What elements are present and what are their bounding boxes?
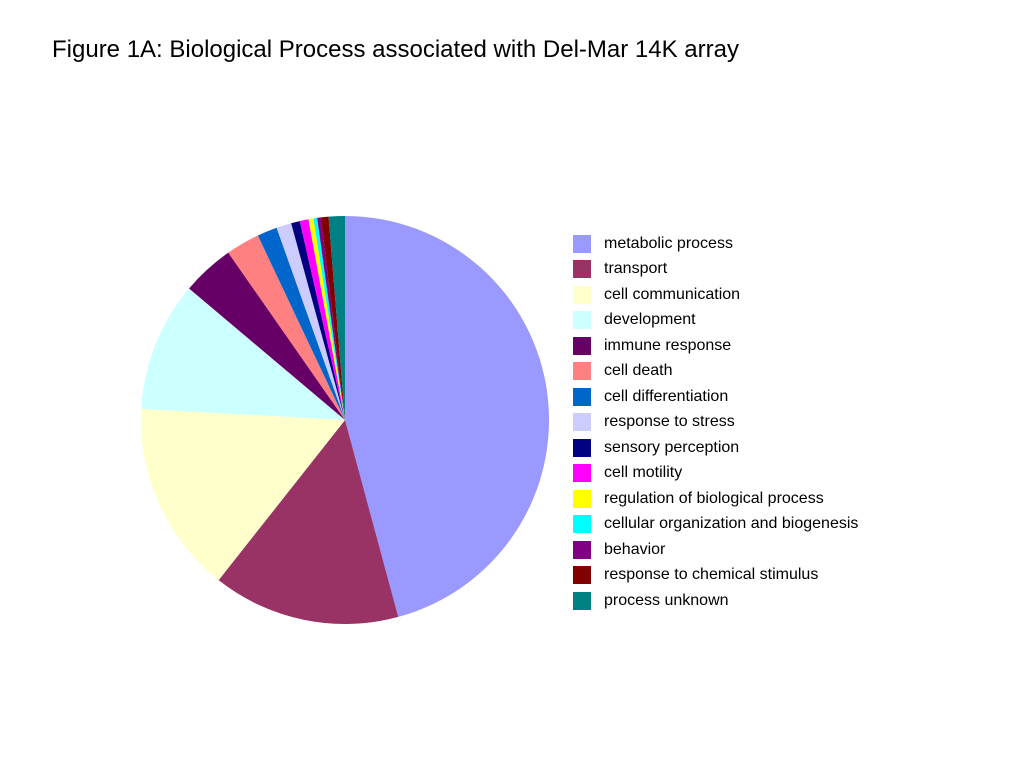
pie-chart bbox=[140, 216, 550, 625]
legend-item: cell death bbox=[573, 359, 858, 385]
legend-item: process unknown bbox=[573, 588, 858, 614]
legend-swatch bbox=[573, 515, 591, 534]
pie-slice-response-to-chemical-stimulus bbox=[320, 216, 345, 420]
legend-swatch bbox=[573, 260, 591, 279]
legend-swatch bbox=[573, 438, 591, 457]
legend-label: cell differentiation bbox=[604, 387, 729, 405]
pie-slice-cell-communication bbox=[140, 408, 345, 581]
pie-slice-cellular-organization-and-biogenesis bbox=[313, 217, 345, 420]
legend-label: cellular organization and biogenesis bbox=[604, 515, 859, 533]
legend-label: response to stress bbox=[604, 413, 735, 431]
legend-label: cell motility bbox=[604, 464, 683, 482]
chart-title: Figure 1A: Biological Process associated… bbox=[52, 36, 739, 63]
legend-label: cell death bbox=[604, 362, 673, 380]
legend-item: cell differentiation bbox=[573, 384, 858, 410]
legend-item: response to chemical stimulus bbox=[573, 563, 858, 589]
legend-label: immune response bbox=[604, 336, 732, 354]
legend-label: response to chemical stimulus bbox=[604, 566, 819, 584]
pie-slice-development bbox=[141, 288, 345, 420]
legend-swatch bbox=[573, 362, 591, 381]
legend-label: transport bbox=[604, 260, 668, 278]
legend-item: sensory perception bbox=[573, 435, 858, 461]
legend-swatch bbox=[573, 540, 591, 559]
pie-slice-sensory-perception bbox=[291, 221, 345, 420]
pie-slice-cell-differentiation bbox=[257, 227, 345, 420]
pie-slice-cell-motility bbox=[299, 219, 345, 420]
legend-swatch bbox=[573, 387, 591, 406]
pie-slice-metabolic-process bbox=[345, 216, 550, 617]
legend-swatch bbox=[573, 591, 591, 610]
legend-label: behavior bbox=[604, 540, 666, 558]
pie-slice-response-to-stress bbox=[276, 223, 345, 420]
legend-swatch bbox=[573, 566, 591, 585]
legend-label: development bbox=[604, 311, 696, 329]
pie-slice-transport bbox=[218, 420, 399, 625]
pie-slice-process-unknown bbox=[328, 216, 345, 420]
pie-slice-immune-response bbox=[189, 252, 345, 420]
legend-label: regulation of biological process bbox=[604, 489, 824, 507]
legend-item: response to stress bbox=[573, 410, 858, 436]
legend-swatch bbox=[573, 464, 591, 483]
legend-item: cell communication bbox=[573, 282, 858, 308]
legend-item: transport bbox=[573, 257, 858, 283]
legend-swatch bbox=[573, 489, 591, 508]
legend-label: process unknown bbox=[604, 591, 729, 609]
pie-slice-regulation-of-biological-process bbox=[308, 218, 345, 420]
legend-swatch bbox=[573, 234, 591, 253]
legend: metabolic process transport cell communica… bbox=[573, 231, 858, 614]
pie-slice-behavior bbox=[317, 217, 345, 420]
legend-label: metabolic process bbox=[604, 234, 733, 252]
legend-swatch bbox=[573, 285, 591, 304]
legend-item: behavior bbox=[573, 537, 858, 563]
legend-item: immune response bbox=[573, 333, 858, 359]
legend-item: regulation of biological process bbox=[573, 486, 858, 512]
legend-swatch bbox=[573, 336, 591, 355]
pie-slice-cell-death bbox=[228, 235, 345, 420]
legend-item: metabolic process bbox=[573, 231, 858, 257]
legend-swatch bbox=[573, 311, 591, 330]
legend-label: sensory perception bbox=[604, 438, 740, 456]
legend-swatch bbox=[573, 413, 591, 432]
legend-item: cell motility bbox=[573, 461, 858, 487]
legend-item: development bbox=[573, 308, 858, 334]
legend-label: cell communication bbox=[604, 285, 741, 303]
legend-item: cellular organization and biogenesis bbox=[573, 512, 858, 538]
